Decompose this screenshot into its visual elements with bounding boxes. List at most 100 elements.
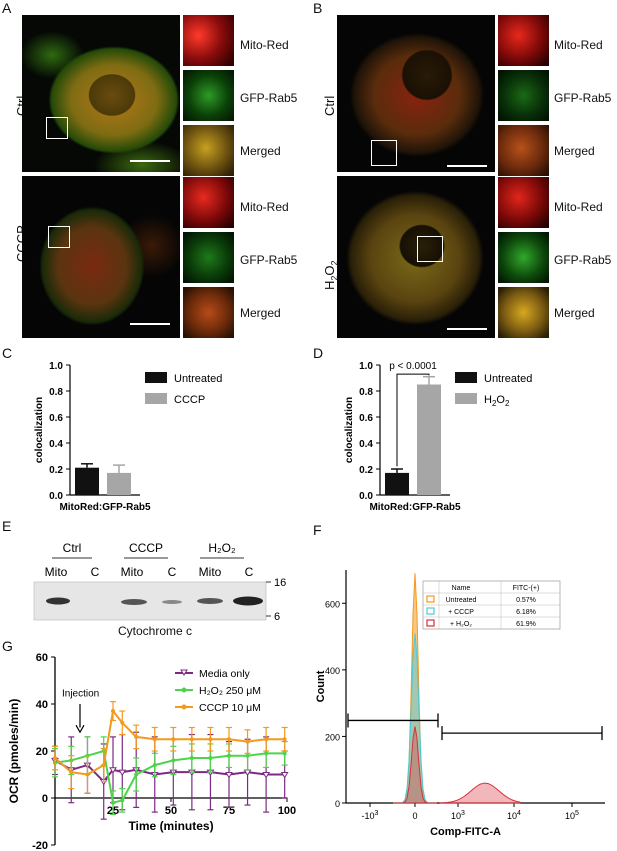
y-tick-label: 400 [325,666,340,676]
data-point [225,772,233,779]
tile-merged [183,125,234,176]
tile-label: Mito-Red [554,38,603,52]
legend-swatch [145,393,167,404]
blot-membrane [33,581,267,621]
histogram-h2o2 [393,726,437,804]
data-point [227,737,231,742]
tile-merged [183,287,234,338]
tile-label: Mito-Red [240,200,289,214]
tile-label: Mito-Red [240,38,289,52]
blot-lane-label: Mito [199,565,222,579]
bar [75,467,99,495]
tile-label: Merged [554,144,595,158]
data-point [171,737,176,742]
tile-gfp-rab5 [498,70,549,121]
data-point [189,756,194,761]
tile-merged [498,287,549,338]
blot-lane-label: Mito [45,565,68,579]
table-swatch [426,619,435,627]
y-axis-label: Count [315,670,327,702]
data-point [262,772,271,779]
blot-band [162,600,182,604]
tile-gfp-rab5 [183,232,234,283]
y-tick-label: 40 [36,699,48,711]
significance-bracket [396,373,430,467]
bar [417,384,441,495]
data-point [111,800,115,805]
x-tick-label: 0 [412,811,417,821]
blot-band [197,598,223,604]
blot-group-label: CCCP [129,541,163,555]
tile-label: Merged [554,306,595,320]
tile-gfp-rab5 [498,232,549,283]
bar [385,472,409,495]
x-tick-label: 105 [565,810,579,821]
y-tick-label: 0.2 [359,465,373,476]
data-point [53,756,57,761]
legend-label: H2O2 [484,394,510,408]
table-swatch [426,595,435,603]
panel-label-c: C [2,345,13,361]
data-point [227,753,231,758]
legend-label: CCCP 10 μM [199,702,261,714]
x-tick-label: -103 [362,810,379,821]
blot-band [46,597,70,605]
tile-label: Merged [240,144,281,158]
blot-band [233,596,263,606]
table-swatch [426,607,435,615]
mw-marker: 6 [274,611,280,623]
data-point [171,758,176,763]
scale-bar [130,323,170,325]
tile-label: GFP-Rab5 [554,91,612,105]
panel-label-d: D [313,345,324,361]
blot-lane-label: Mito [121,565,144,579]
data-point [69,770,74,775]
x-axis-label: Time (minutes) [128,819,213,833]
y-tick-label: 0.4 [359,439,373,450]
inset-box [46,117,68,139]
blot-lane-label: C [168,565,177,579]
data-point [282,751,287,756]
tile-mito-red [183,177,234,228]
chart-d: 0.0 0.2 0.4 0.6 0.8 1.0 colocalization Untreate… [344,361,532,513]
inset-box [48,226,70,248]
table-header: FITC-(+) [513,585,540,592]
blot-lane-label: C [91,565,100,579]
data-point [208,756,213,761]
table-value: 0.57% [516,597,536,604]
data-point [109,767,117,774]
data-point [120,798,125,803]
data-point [134,734,139,739]
data-point [101,763,106,768]
y-tick-label: 0.0 [359,491,373,502]
micrograph-b-ctrl [337,15,495,172]
legend-label: Media only [199,668,251,680]
series-line [54,749,285,804]
y-tick-label: 0.0 [49,491,63,502]
data-point [120,720,125,725]
blot-lane-label: C [245,565,254,579]
data-point [189,737,194,742]
x-axis-label: Comp-FITC-A [430,826,501,838]
data-point [282,737,287,742]
legend-label: Untreated [484,373,532,385]
injection-arrowhead [75,724,85,734]
panel-label-a: A [2,0,12,16]
y-axis-label: colocalization [344,397,355,463]
tile-label: Merged [240,306,281,320]
tile-label: Mito-Red [554,200,603,214]
blot-group-label: Ctrl [63,541,82,555]
x-tick-label: 100 [278,805,296,817]
y-tick-label: 0 [42,793,48,805]
data-point [208,737,213,742]
blot-band [121,599,147,605]
tile-gfp-rab5 [183,70,234,121]
legend-swatch [455,393,477,404]
scale-bar [447,165,487,167]
tile-mito-red [498,177,549,228]
condition-label-ctrl-b: Ctrl [322,95,337,116]
y-tick-label: 0.2 [49,465,63,476]
data-point [152,737,157,742]
y-tick-label: -20 [32,840,48,851]
x-tick-label: 104 [507,810,521,821]
